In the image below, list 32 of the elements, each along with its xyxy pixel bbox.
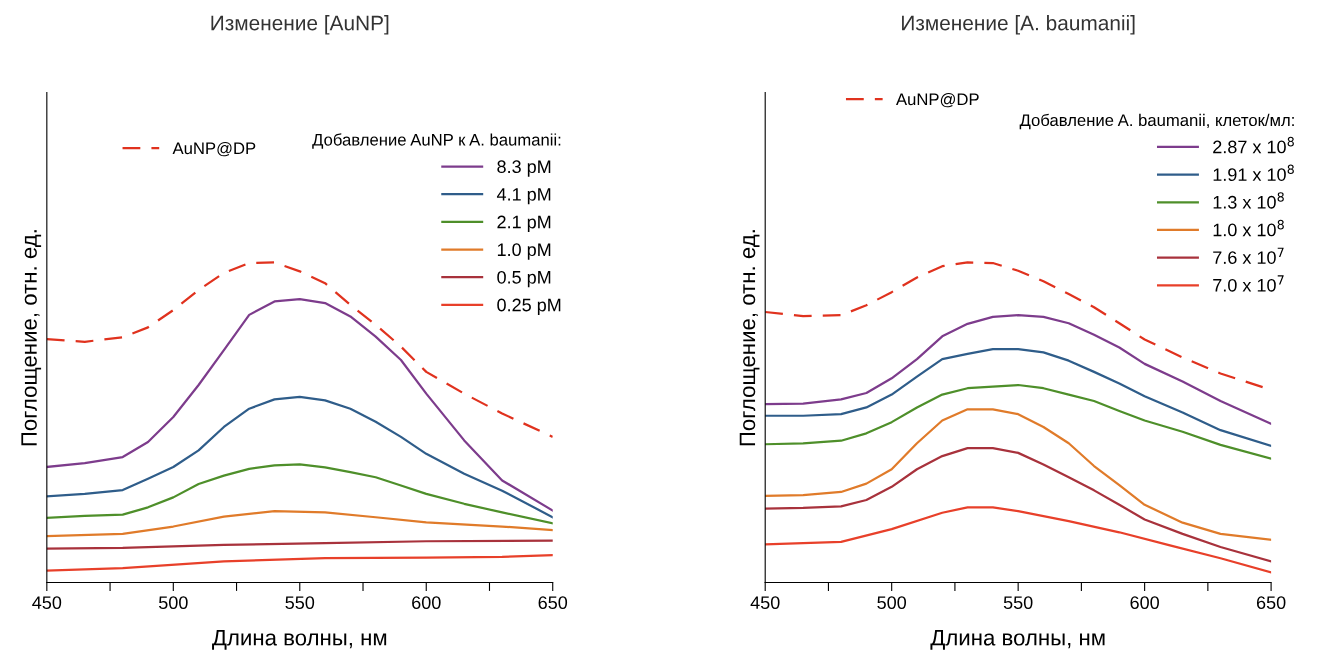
x-tick-label: 650: [538, 596, 568, 610]
chart-title: Изменение [A. baumanii]: [902, 15, 1135, 35]
legend-label: 7.6 x 10$^{7}$: [1213, 247, 1284, 264]
legend-title: Добавление A. baumanii, клеток/мл:: [1019, 113, 1294, 130]
legend-label: 1.0 x 10$^{8}$: [1213, 219, 1284, 237]
legend-label: 0.25 pM: [497, 298, 561, 315]
legend-label: 8.3 pM: [497, 160, 551, 177]
x-tick-label: 600: [1130, 596, 1159, 610]
x-tick-label: 600: [412, 596, 441, 610]
x-tick-label: 500: [877, 596, 907, 610]
legend-label: 1.0 pM: [497, 243, 551, 260]
legend-label: AuNP@DP: [896, 92, 979, 108]
chart-title: Изменение [AuNP]: [211, 15, 389, 35]
y-axis-title: Поглощение, отн. ед.: [21, 230, 42, 446]
legend-label: 1.3 x 10$^{8}$: [1213, 192, 1284, 209]
x-tick-label: 650: [1256, 596, 1286, 610]
legend-label: 4.1 pM: [496, 188, 551, 205]
x-axis-title: Длина волны, нм: [212, 630, 387, 650]
x-tick-label: 550: [1003, 596, 1033, 610]
legend-title: Добавление AuNP к A. baumanii:: [312, 133, 561, 149]
x-tick-label: 450: [750, 596, 780, 610]
x-tick-label: 500: [158, 596, 188, 610]
y-axis-title: Поглощение, отн. ед.: [739, 230, 760, 446]
legend-label: 0.5 pM: [497, 270, 551, 288]
x-axis-title: Длина волны, нм: [930, 630, 1105, 650]
legend-label: 2.1 pM: [497, 215, 551, 232]
x-tick-label: 450: [32, 596, 62, 610]
x-tick-label: 550: [285, 596, 315, 610]
legend-label: 7.0 x 10$^{7}$: [1213, 275, 1284, 292]
legend-label: 1.91 x 10$^{8}$: [1213, 164, 1294, 181]
legend-label: AuNP@DP: [172, 141, 256, 157]
legend-label: 2.87 x 10$^{8}$: [1213, 136, 1294, 154]
